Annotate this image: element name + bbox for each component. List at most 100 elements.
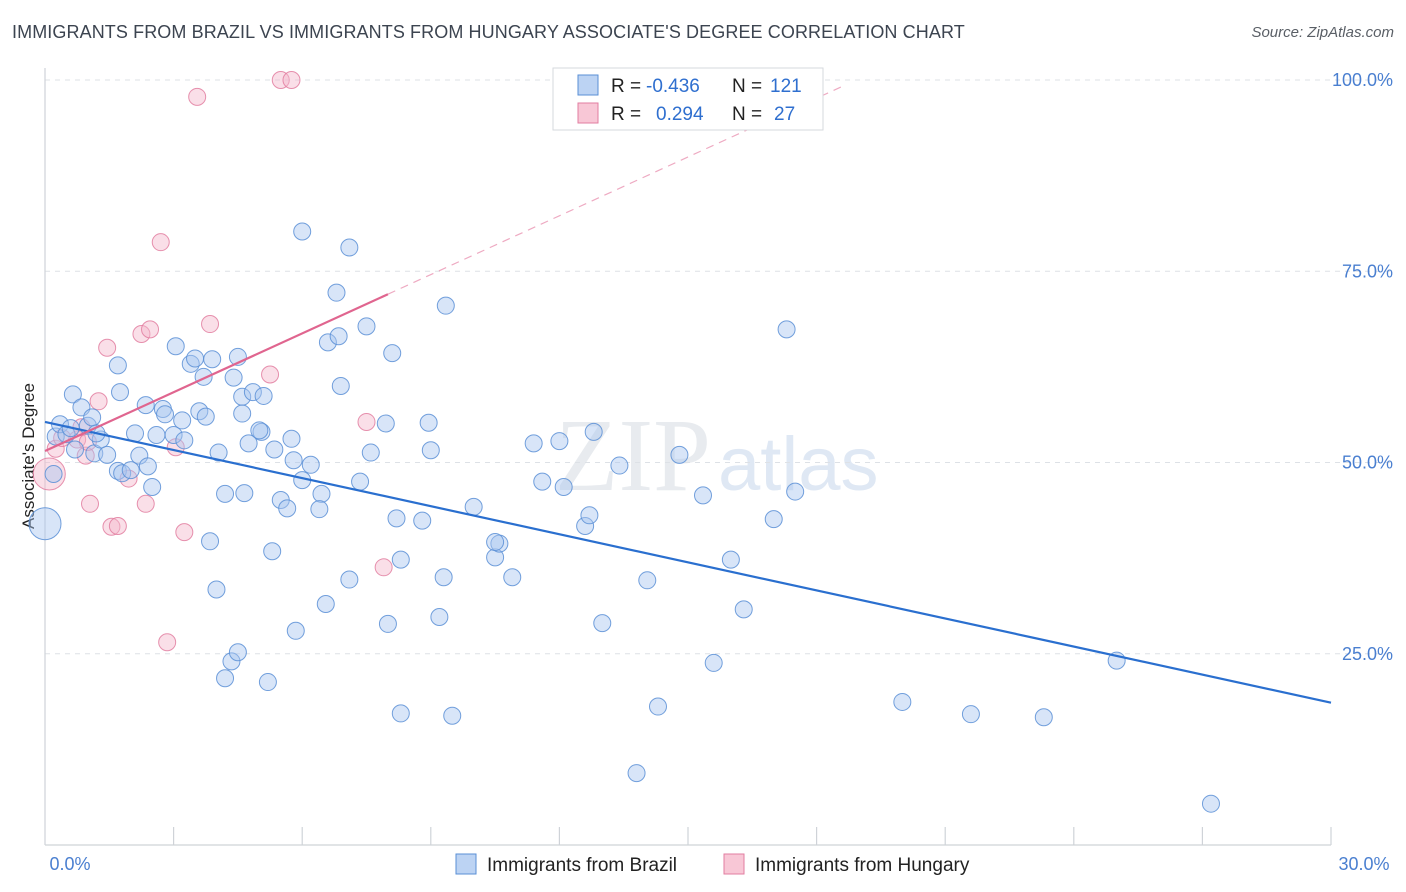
brazil-point-76 (387, 509, 406, 528)
brazil-point-104 (704, 653, 723, 672)
brazil-point-23 (147, 425, 166, 444)
brazil-point-77 (391, 550, 410, 569)
legend-r-value-2: 0.294 (656, 104, 704, 125)
hungary-point-8 (98, 338, 117, 357)
brazil-point-26 (164, 425, 183, 444)
y-tick-labels: 25.0% 50.0% 75.0% 100.0% (1332, 70, 1393, 664)
gridlines (45, 79, 1395, 655)
brazil-point-111 (961, 705, 980, 724)
legend-r-value-1: -0.436 (646, 76, 700, 97)
source-label: Source: ZipAtlas.com (1251, 24, 1394, 41)
brazil-point-37 (207, 580, 226, 599)
bottom-legend-label-hungary: Immigrants from Hungary (755, 855, 970, 876)
brazil-point-59 (286, 621, 305, 640)
legend-n-value-2: 27 (774, 104, 795, 125)
legend-r-label-2: R = (611, 104, 641, 125)
brazil-point-79 (378, 614, 397, 633)
brazil-point-40 (216, 669, 235, 688)
legend-r-label-1: R = (611, 76, 641, 97)
hungary-point-23 (282, 71, 301, 89)
brazil-point-6 (63, 385, 82, 404)
brazil-point-95 (580, 506, 599, 525)
brazil-point-21 (138, 457, 157, 476)
watermark-zip: ZIP (555, 398, 711, 513)
brazil-trendline (44, 420, 1332, 704)
hungary-point-25 (374, 558, 393, 577)
brazil-point-78 (391, 704, 410, 723)
brazil-point-38 (209, 443, 228, 462)
brazil-point-99 (638, 571, 657, 590)
brazil-point-112 (1034, 708, 1053, 727)
hungary-point-21 (261, 365, 280, 384)
brazil-point-114 (1201, 794, 1220, 813)
brazil-point-102 (670, 445, 689, 464)
brazil-point-0 (28, 507, 62, 541)
hungary-point-19 (188, 87, 207, 106)
legend-swatch-brazil (577, 74, 599, 96)
brazil-point-54 (265, 440, 284, 459)
hungary-trendline (44, 293, 389, 453)
brazil-point-85 (443, 706, 462, 725)
brazil-point-72 (357, 317, 376, 336)
y-axis-label: Associate's Degree (19, 383, 38, 529)
legend-n-value-1: 121 (770, 76, 802, 97)
legend-n-label-1: N = (732, 76, 762, 97)
hungary-point-20 (201, 315, 220, 334)
brazil-point-10 (83, 408, 102, 427)
brazil-point-116 (310, 500, 329, 519)
brazil-point-84 (436, 296, 455, 315)
brazil-point-53 (263, 542, 282, 561)
brazil-point-97 (610, 456, 629, 475)
brazil-point-86 (464, 497, 483, 516)
brazil-point-94 (576, 516, 595, 535)
brazil-point-31 (186, 349, 205, 368)
brazil-point-81 (419, 413, 438, 432)
brazil-point-52 (258, 673, 277, 692)
brazil-point-18 (121, 461, 140, 480)
brazil-point-87 (486, 548, 505, 567)
brazil-point-89 (486, 533, 505, 552)
brazil-point-49 (243, 383, 262, 402)
bottom-legend: Immigrants from Brazil Immigrants from H… (455, 853, 970, 876)
trendlines (44, 85, 1332, 704)
brazil-point-92 (533, 472, 552, 491)
bottom-legend-swatch-hungary (723, 853, 745, 875)
hungary-point-6 (81, 494, 100, 513)
brazil-point-56 (278, 499, 297, 518)
brazil-point-48 (239, 434, 258, 453)
hungary-point-22 (271, 71, 290, 89)
brazil-point-83 (434, 568, 453, 587)
hungary-point-7 (89, 392, 108, 411)
hungary-point-12 (132, 324, 151, 343)
brazil-point-90 (503, 568, 522, 587)
brazil-point-46 (233, 404, 252, 423)
brazil-point-82 (430, 608, 449, 627)
y-tick-label-100: 100.0% (1332, 70, 1393, 90)
brazil-point-107 (764, 510, 783, 529)
hungary-point-9 (102, 517, 121, 536)
brazil-point-43 (228, 643, 247, 662)
brazil-point-69 (340, 570, 359, 589)
brazil-point-8 (66, 440, 85, 459)
bottom-legend-swatch-brazil (455, 853, 477, 875)
brazil-point-51 (254, 386, 273, 405)
brazil-points (28, 222, 1220, 813)
hungary-point-16 (158, 633, 177, 652)
brazil-point-39 (216, 484, 235, 503)
legend-n-label-2: N = (732, 104, 762, 125)
x-tick-label-max: 30.0% (1338, 854, 1389, 874)
brazil-point-29 (175, 431, 194, 450)
brazil-point-71 (351, 472, 370, 491)
brazil-point-80 (413, 511, 432, 530)
brazil-point-103 (694, 486, 713, 505)
brazil-point-70 (340, 238, 359, 257)
y-tick-label-75: 75.0% (1342, 261, 1393, 281)
hungary-point-18 (175, 523, 194, 542)
brazil-point-22 (143, 477, 162, 496)
brazil-point-16 (108, 356, 127, 375)
y-tick-label-25: 25.0% (1342, 644, 1393, 664)
brazil-point-68 (329, 327, 348, 346)
brazil-point-1 (44, 464, 63, 483)
brazil-point-41 (222, 652, 241, 671)
brazil-point-93 (554, 477, 573, 496)
